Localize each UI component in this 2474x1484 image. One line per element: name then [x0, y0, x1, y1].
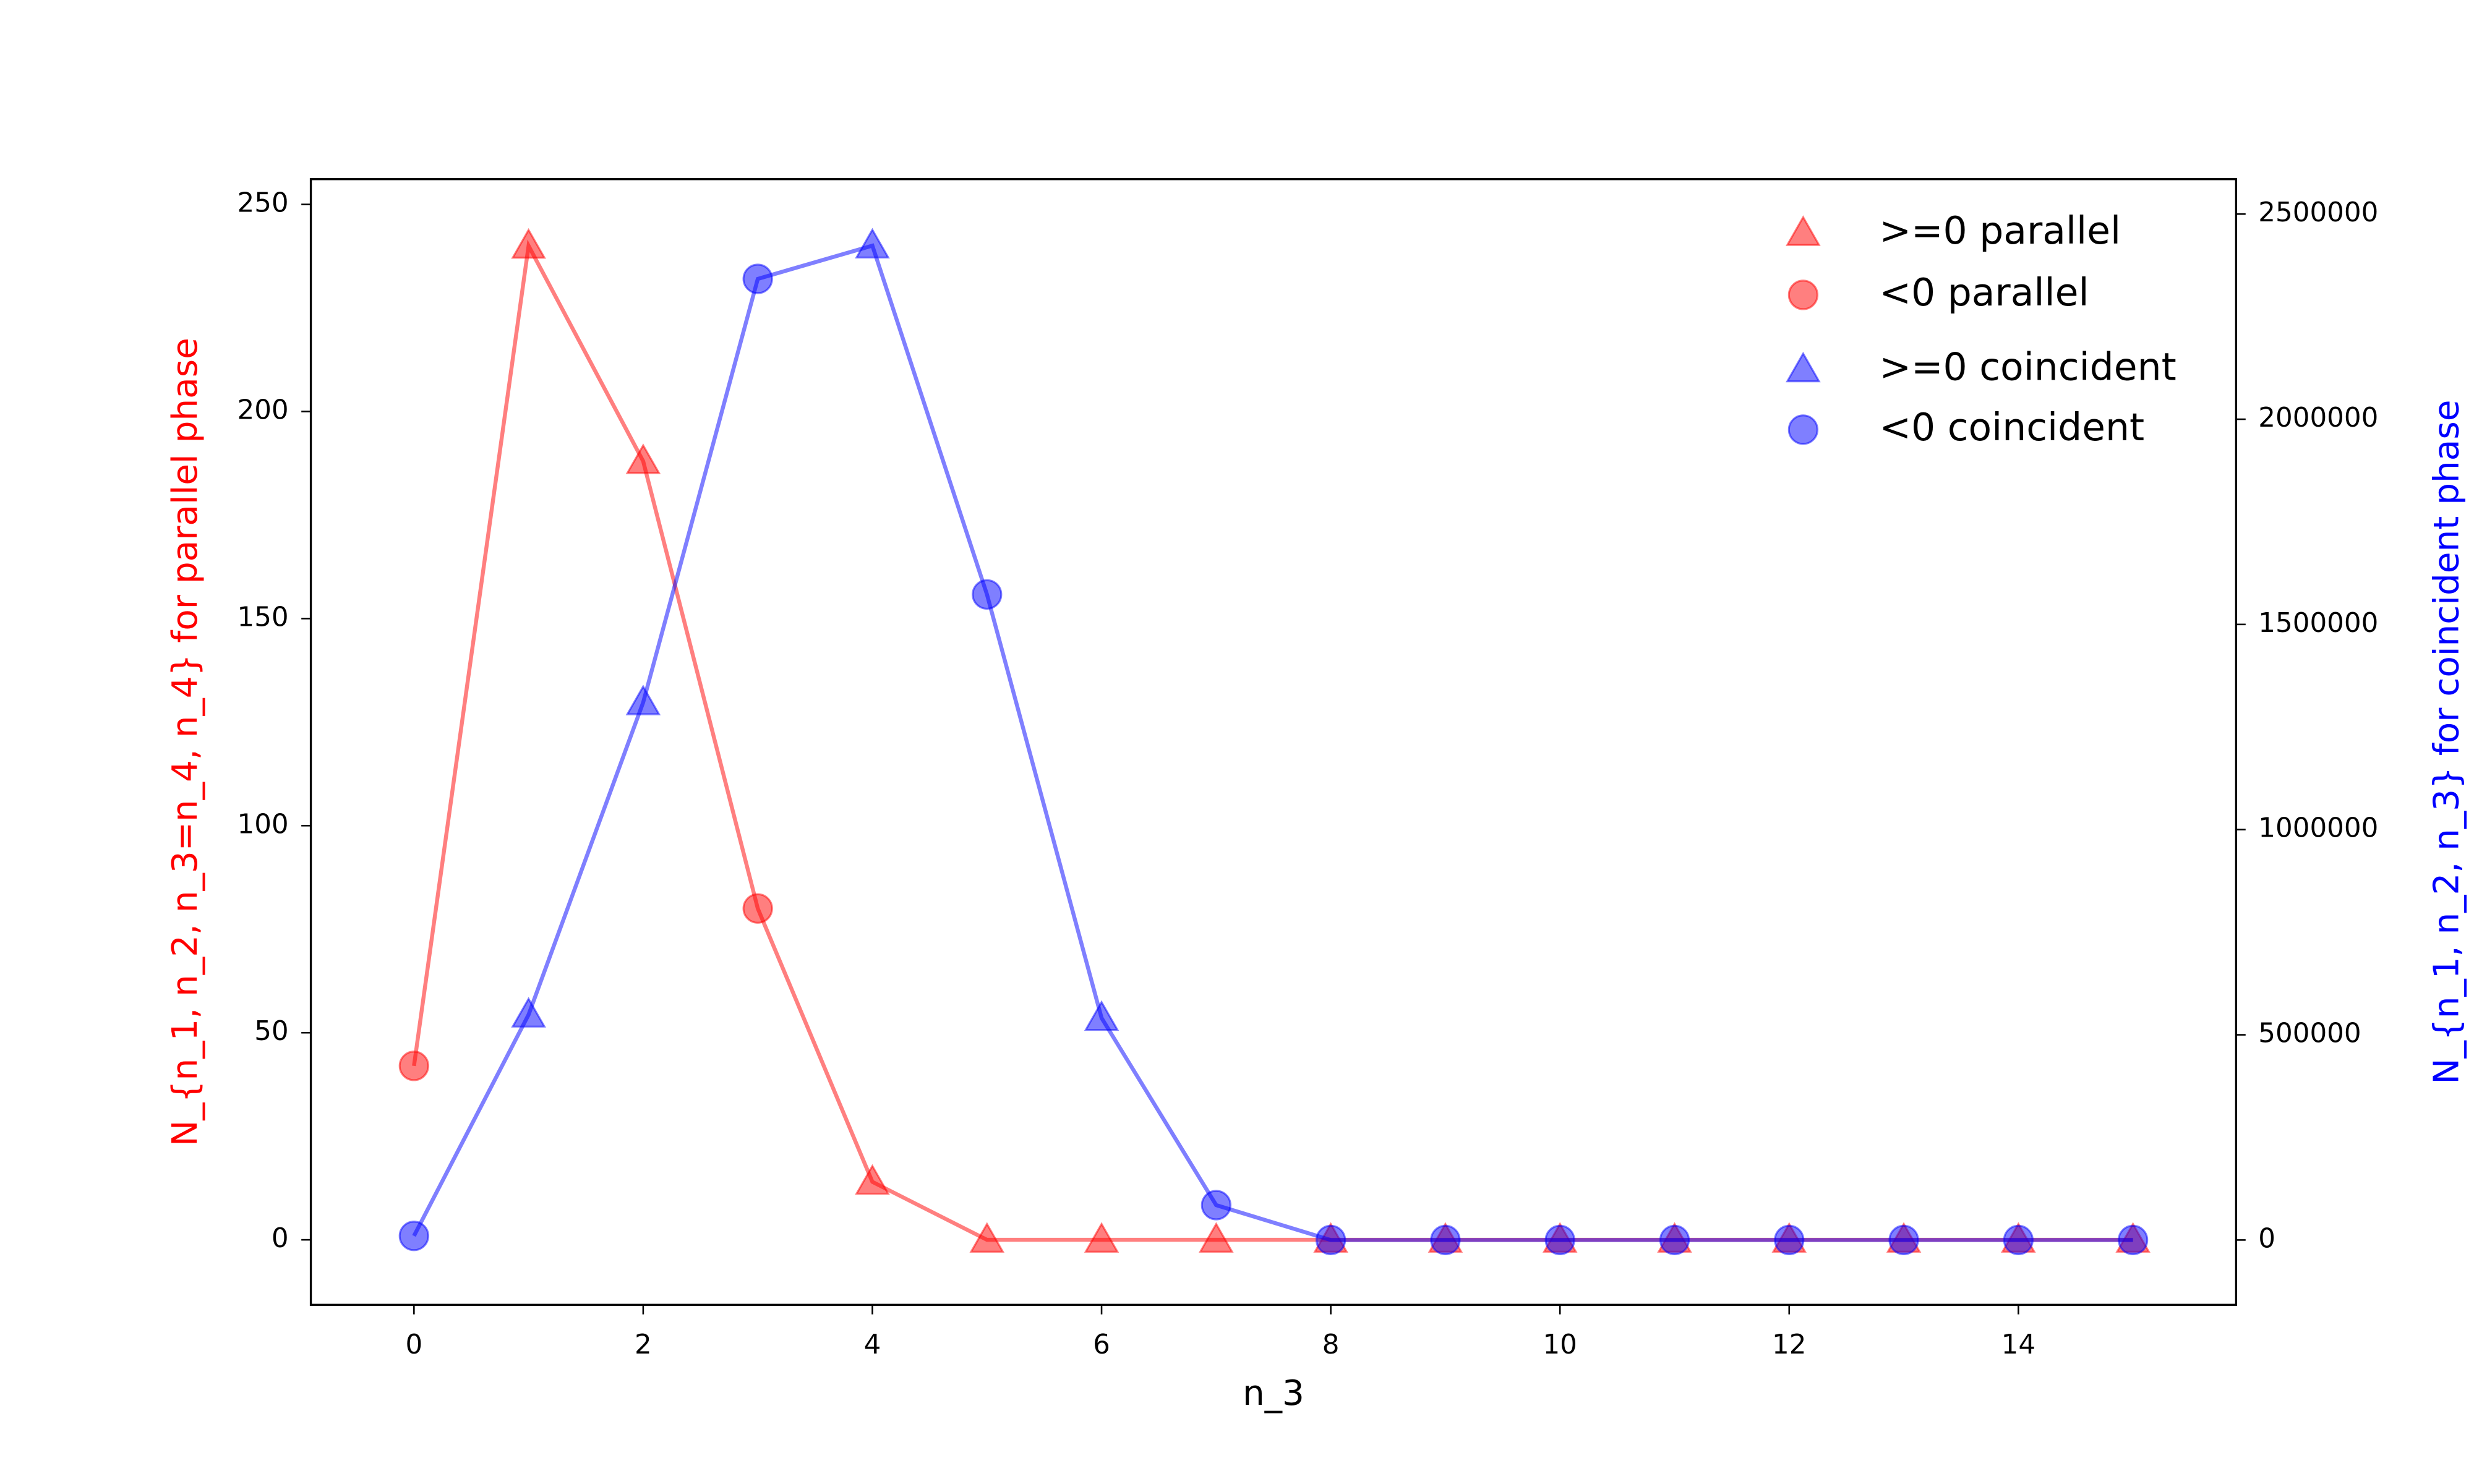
legend-marker — [1787, 279, 1819, 310]
triangle-marker — [625, 684, 661, 715]
series-line — [412, 239, 2133, 1242]
y2-axis-label: N_{n_1, n_2, n_3} for coincident phase — [2427, 400, 2467, 1085]
x-tick-label: 8 — [1322, 1329, 1340, 1360]
legend-label: >=0 coincident — [1879, 345, 2176, 390]
y2-tick-label: 1000000 — [2258, 813, 2378, 844]
x-tick-label: 6 — [1093, 1329, 1110, 1360]
x-tick-label: 12 — [1772, 1329, 1806, 1360]
x-tick-label: 10 — [1543, 1329, 1577, 1360]
triangle-marker — [969, 1222, 1005, 1253]
circle-marker — [1316, 1224, 1346, 1256]
plot-frame — [309, 178, 2238, 1306]
circle-marker — [2003, 1224, 2034, 1256]
triangle-marker — [1199, 1222, 1234, 1253]
y2-tick-label: 0 — [2258, 1223, 2275, 1254]
y2-tick-label: 1500000 — [2258, 608, 2378, 639]
y-tick-label: 50 — [254, 1016, 288, 1047]
legend-marker — [1787, 414, 1819, 445]
triangle-marker — [855, 228, 890, 259]
y2-tick-label: 500000 — [2258, 1018, 2361, 1049]
legend-marker — [1786, 215, 1821, 246]
circle-marker — [1544, 1224, 1575, 1256]
y-tick-label: 250 — [237, 188, 288, 219]
circle-marker — [1888, 1224, 1919, 1256]
triangle-marker — [855, 1164, 890, 1195]
circle-marker — [1201, 1190, 1231, 1221]
y-axis-label: N_{n_1, n_2, n_3=n_4, n_4} for parallel … — [165, 338, 205, 1146]
circle-marker — [742, 893, 773, 924]
triangle-marker — [1084, 1000, 1119, 1031]
circle-marker — [1659, 1224, 1690, 1256]
x-tick-label: 14 — [2001, 1329, 2035, 1360]
triangle-marker — [1084, 1222, 1119, 1253]
x-axis-label: n_3 — [1243, 1373, 1304, 1414]
circle-marker — [972, 579, 1003, 610]
legend-label: <0 parallel — [1879, 270, 2089, 315]
legend-label: >=0 parallel — [1879, 208, 2121, 253]
x-tick-label: 0 — [405, 1329, 422, 1360]
circle-marker — [398, 1221, 429, 1252]
y-tick-label: 100 — [237, 809, 288, 840]
y-tick-label: 150 — [237, 602, 288, 633]
circle-marker — [398, 1051, 429, 1081]
triangle-marker — [625, 443, 661, 474]
circle-marker — [1774, 1224, 1805, 1256]
y-tick-label: 200 — [237, 395, 288, 426]
x-tick-label: 2 — [635, 1329, 652, 1360]
circle-marker — [1430, 1224, 1461, 1256]
legend-label: <0 coincident — [1879, 405, 2144, 450]
y-tick-label: 0 — [272, 1223, 289, 1254]
x-tick-label: 4 — [864, 1329, 881, 1360]
circle-marker — [742, 263, 773, 294]
circle-marker — [2118, 1224, 2149, 1256]
y2-tick-label: 2500000 — [2258, 197, 2378, 228]
y2-tick-label: 2000000 — [2258, 403, 2378, 433]
series-line — [412, 243, 2133, 1242]
legend-marker — [1786, 351, 1821, 383]
triangle-marker — [511, 228, 546, 259]
triangle-marker — [511, 997, 546, 1028]
